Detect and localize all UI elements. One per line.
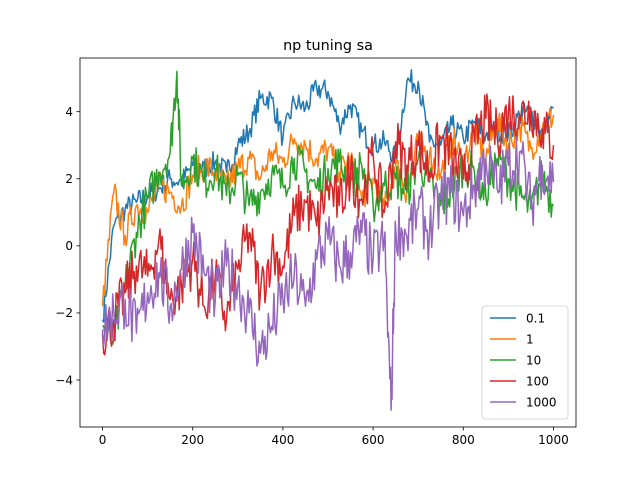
series-lines xyxy=(101,69,555,411)
series-line-100 xyxy=(101,93,555,356)
y-tick-label: 2 xyxy=(65,172,73,186)
x-tick-label: 200 xyxy=(181,433,204,447)
series-line-0-1 xyxy=(101,69,554,323)
chart-title: np tuning sa xyxy=(283,38,373,54)
y-tick-label: 4 xyxy=(65,105,73,119)
series-line-1000 xyxy=(101,135,555,411)
legend-label: 1 xyxy=(526,332,534,346)
plot-area: 0 200 400 600 800 1000 −4 −2 0 2 4 xyxy=(55,57,577,447)
x-tick-label: 1000 xyxy=(538,433,569,447)
legend: 0.1 1 10 100 1000 xyxy=(481,305,569,420)
legend-label: 0.1 xyxy=(526,311,545,325)
y-tick-label: −4 xyxy=(55,373,73,387)
legend-label: 100 xyxy=(526,374,549,388)
x-tick-label: 0 xyxy=(99,433,107,447)
legend-box xyxy=(481,305,569,420)
x-tick-label: 800 xyxy=(452,433,475,447)
legend-label: 1000 xyxy=(526,395,557,409)
y-tick-label: 0 xyxy=(65,239,73,253)
y-tick-label: −2 xyxy=(55,306,73,320)
x-tick-label: 600 xyxy=(362,433,385,447)
axes-frame xyxy=(79,57,577,428)
legend-label: 10 xyxy=(526,353,541,367)
x-tick-label: 400 xyxy=(271,433,294,447)
